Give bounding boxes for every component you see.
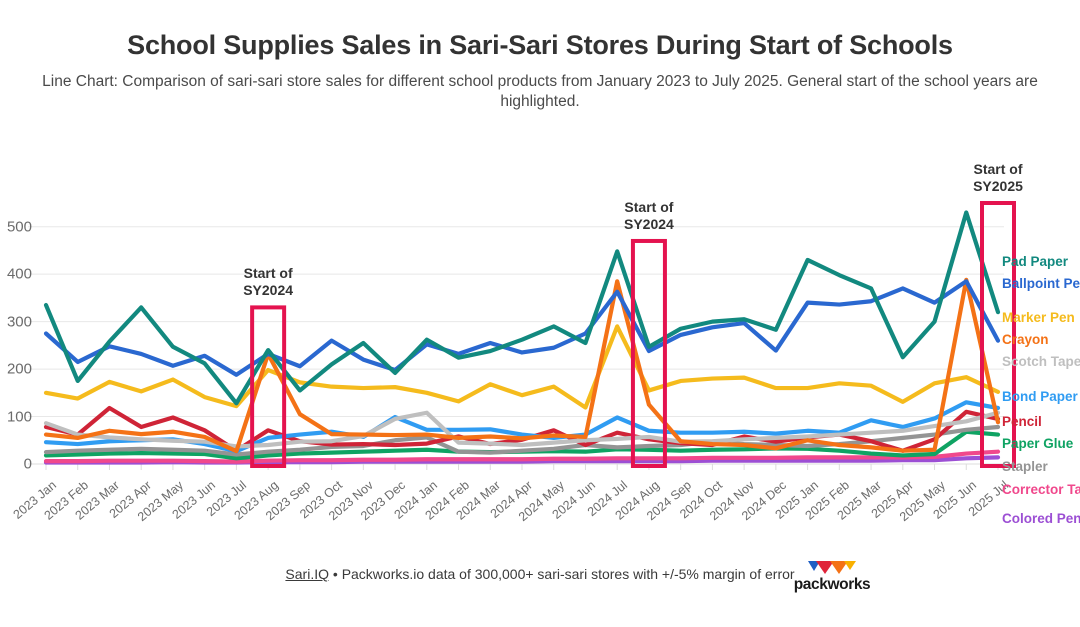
packworks-logo: packworks	[786, 560, 878, 596]
series-line-pad-paper	[43, 210, 1001, 406]
y-axis-tick-label: 0	[23, 455, 32, 473]
footer-source[interactable]: Sari.IQ	[285, 566, 329, 582]
annotation-line-2: SY2024	[624, 215, 674, 232]
page-title: School Supplies Sales in Sari-Sari Store…	[127, 30, 953, 60]
legend-item-pad-paper[interactable]: Pad Paper	[1002, 254, 1069, 269]
legend-item-stapler[interactable]: Stapler	[1002, 459, 1048, 474]
x-axis-labels: 2023 Jan 2023 Feb 2023 Mar 2023 Apr 2023 May…	[0, 470, 1080, 550]
annotation-line-2: SY2025	[973, 178, 1023, 194]
highlight-box-1	[250, 305, 287, 468]
y-axis-tick-label: 400	[6, 265, 32, 283]
highlight-box-2	[630, 238, 667, 468]
packworks-wordmark: packworks	[793, 576, 871, 593]
legend-item-marker-pen[interactable]: Marker Pen	[1002, 310, 1075, 325]
annotation-label-1: Start of SY2024	[243, 265, 293, 299]
chart-svg	[28, 201, 1016, 470]
legend-item-colored-pencil[interactable]: Colored Pencil	[1002, 511, 1080, 526]
y-axis-tick-label: 100	[6, 408, 32, 426]
footer-note: Packworks.io data of 300,000+ sari-sari …	[341, 566, 795, 582]
legend-item-ballpoint-pen[interactable]: Ballpoint Pen	[1002, 276, 1080, 291]
y-axis-tick-label: 300	[6, 313, 32, 331]
y-axis-tick-label: 200	[6, 360, 32, 378]
series-line-ballpoint-pen	[43, 279, 1001, 377]
annotation-label-2: Start of SY2024	[624, 199, 674, 233]
highlight-box-3	[980, 201, 1016, 468]
legend-item-crayon[interactable]: Crayon	[1002, 332, 1049, 347]
legend-item-pencil[interactable]: Pencil	[1002, 414, 1042, 429]
annotation-line-2: SY2024	[243, 282, 294, 299]
annotation-line-1: Start of	[973, 161, 1023, 177]
y-axis-tick-label: 500	[6, 218, 32, 236]
series-line-corrector-tape	[43, 449, 1001, 464]
legend-item-scotch-tape[interactable]: Scotch Tape	[1002, 354, 1080, 369]
legend-item-bond-paper[interactable]: Bond Paper	[1002, 389, 1078, 404]
legend-item-paper-glue[interactable]: Paper Glue	[1002, 436, 1074, 451]
series-line-crayon	[43, 277, 1001, 454]
footer-separator: •	[329, 566, 342, 582]
annotation-line-1: Start of	[243, 265, 293, 282]
annotation-label-3: Start of SY2025	[973, 161, 1023, 195]
annotation-line-1: Start of	[624, 198, 674, 215]
series-line-marker-pen	[43, 324, 1001, 410]
line-chart-plot: 0 100 200 300 400 500 Start of SY2024 Start of S…	[0, 155, 1080, 475]
legend-item-corrector-tape[interactable]: Corrector Tape	[1002, 482, 1080, 497]
page-subtitle: Line Chart: Comparison of sari-sari stor…	[42, 73, 1038, 110]
footer-caption: Sari.IQ • Packworks.io data of 300,000+ …	[0, 566, 1080, 582]
packworks-chevron-logo-icon	[808, 561, 856, 574]
series-line-scotch-tape	[43, 410, 1001, 449]
